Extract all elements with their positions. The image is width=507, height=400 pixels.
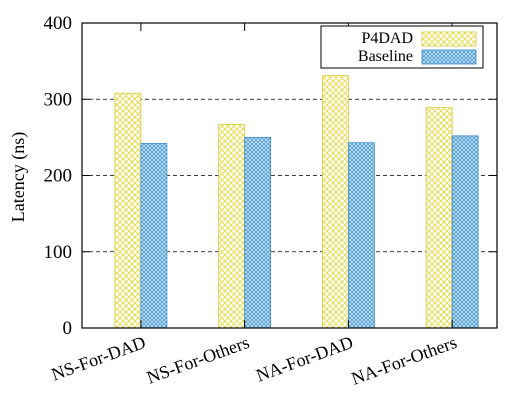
y-axis-ticks: 0 100 200 300 400 — [44, 13, 497, 339]
y-tick-label: 200 — [44, 166, 73, 187]
y-tick-label: 100 — [44, 242, 73, 263]
bar-p4dad-na-for-dad — [321, 75, 349, 329]
bar-baseline-na-for-dad — [347, 142, 375, 329]
legend-label-p4dad: P4DAD — [361, 30, 413, 47]
bar-baseline-ns-for-others — [244, 136, 272, 329]
bar-p4dad-ns-for-others — [218, 124, 246, 329]
x-category-label: NS-For-Others — [144, 332, 252, 388]
y-axis-title: Latency (ns) — [8, 132, 29, 222]
legend-label-baseline: Baseline — [358, 48, 413, 65]
bar-p4dad-ns-for-dad — [114, 92, 142, 329]
bar-baseline-na-for-others — [451, 135, 479, 329]
bar-baseline-ns-for-dad — [140, 143, 168, 329]
legend-swatch-baseline — [421, 49, 477, 65]
x-category-label: NA-For-Others — [349, 332, 460, 389]
legend-swatch-p4dad — [421, 31, 477, 47]
x-category-label: NS-For-DAD — [49, 332, 149, 385]
bar-p4dad-na-for-others — [425, 107, 453, 329]
x-category-label: NA-For-DAD — [253, 332, 355, 386]
y-tick-label: 300 — [44, 89, 73, 110]
y-tick-label: 400 — [44, 13, 73, 34]
bars — [114, 75, 479, 329]
y-tick-label: 0 — [63, 318, 73, 339]
